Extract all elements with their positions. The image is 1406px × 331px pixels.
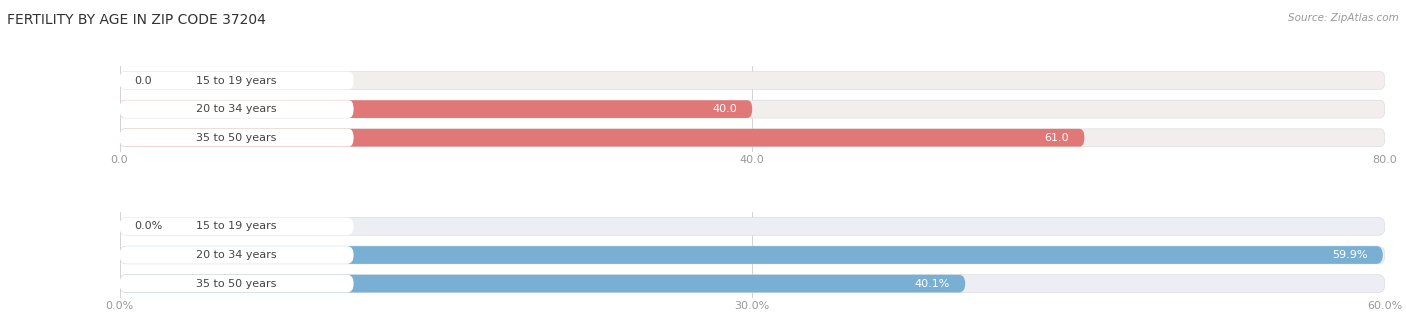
FancyBboxPatch shape <box>120 217 354 235</box>
FancyBboxPatch shape <box>120 100 354 118</box>
FancyBboxPatch shape <box>120 246 1384 264</box>
FancyBboxPatch shape <box>120 129 1385 147</box>
Text: 59.9%: 59.9% <box>1331 250 1368 260</box>
FancyBboxPatch shape <box>120 246 354 264</box>
FancyBboxPatch shape <box>120 71 354 89</box>
FancyBboxPatch shape <box>120 275 354 293</box>
Text: FERTILITY BY AGE IN ZIP CODE 37204: FERTILITY BY AGE IN ZIP CODE 37204 <box>7 13 266 27</box>
Text: 0.0: 0.0 <box>135 75 152 85</box>
Text: 20 to 34 years: 20 to 34 years <box>197 250 277 260</box>
Text: 20 to 34 years: 20 to 34 years <box>197 104 277 114</box>
Text: 40.0: 40.0 <box>713 104 737 114</box>
Text: 0.0%: 0.0% <box>135 221 163 231</box>
FancyBboxPatch shape <box>120 71 1385 89</box>
Text: 40.1%: 40.1% <box>915 279 950 289</box>
Text: 35 to 50 years: 35 to 50 years <box>197 279 277 289</box>
Text: 61.0: 61.0 <box>1045 133 1069 143</box>
FancyBboxPatch shape <box>120 217 1385 235</box>
FancyBboxPatch shape <box>120 129 354 147</box>
FancyBboxPatch shape <box>120 100 752 118</box>
FancyBboxPatch shape <box>120 275 1385 293</box>
FancyBboxPatch shape <box>120 129 1084 147</box>
FancyBboxPatch shape <box>120 246 1385 264</box>
Text: 35 to 50 years: 35 to 50 years <box>197 133 277 143</box>
Text: 15 to 19 years: 15 to 19 years <box>197 221 277 231</box>
FancyBboxPatch shape <box>120 275 966 293</box>
Text: Source: ZipAtlas.com: Source: ZipAtlas.com <box>1288 13 1399 23</box>
FancyBboxPatch shape <box>120 100 1385 118</box>
Text: 15 to 19 years: 15 to 19 years <box>197 75 277 85</box>
